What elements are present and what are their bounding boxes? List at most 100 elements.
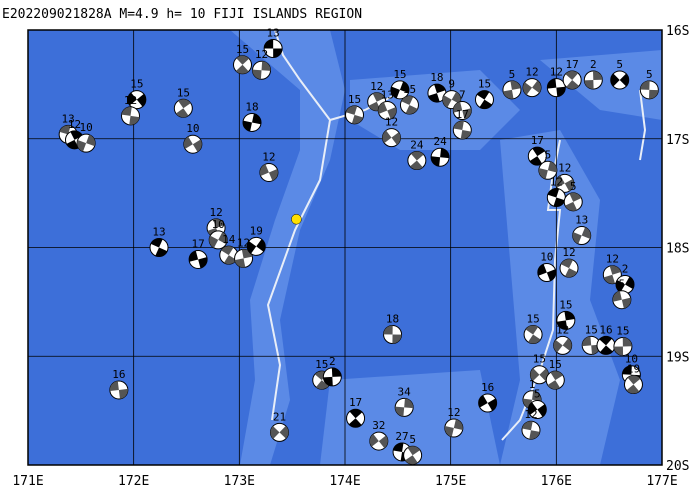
focal-mechanism	[546, 78, 566, 98]
beachball-quadrant	[382, 130, 392, 144]
focal-mechanism	[562, 70, 582, 90]
beachball-quadrant	[183, 136, 193, 149]
beachball-quadrant	[649, 89, 659, 99]
beachball-quadrant	[372, 92, 385, 102]
depth-label: 2	[622, 262, 629, 275]
focal-mechanism	[502, 80, 522, 100]
beachball-quadrant	[487, 398, 497, 411]
beachball-quadrant	[405, 455, 418, 465]
depth-label: 10	[625, 353, 638, 366]
beachball-quadrant	[528, 402, 538, 415]
beachball-quadrant	[270, 426, 280, 439]
beachball-quadrant	[391, 132, 401, 145]
beachball-quadrant	[530, 368, 540, 381]
depth-label: 15	[315, 358, 328, 371]
beachball-quadrant	[550, 371, 563, 381]
depth-label: 19	[627, 363, 640, 376]
depth-label: 19	[250, 224, 263, 237]
depth-label: 15	[616, 324, 629, 337]
focal-mechanism	[572, 226, 592, 246]
focal-mechanism	[538, 160, 558, 180]
beachball-quadrant	[261, 61, 271, 71]
beachball-quadrant	[121, 106, 132, 116]
beachball-quadrant	[569, 192, 582, 202]
beachball-quadrant	[553, 339, 563, 353]
focal-mechanism	[407, 151, 427, 170]
depth-label: 32	[372, 419, 385, 432]
beachball-quadrant	[532, 390, 542, 401]
beachball-quadrant	[547, 380, 561, 390]
depth-label: 21	[273, 410, 286, 423]
beachball-quadrant	[243, 120, 253, 132]
beachball-quadrant	[613, 346, 624, 356]
depth-label: 15	[236, 43, 249, 56]
beachball-quadrant	[566, 80, 579, 90]
beachball-quadrant	[564, 178, 574, 192]
beachball-quadrant	[378, 102, 388, 114]
lon-label: 171E	[12, 474, 43, 489]
beachball-quadrant	[405, 105, 418, 115]
focal-mechanism	[583, 70, 603, 90]
depth-label: 12	[562, 246, 575, 259]
beachball-quadrant	[136, 93, 146, 107]
beachball-quadrant	[547, 78, 557, 89]
beachball-quadrant	[236, 55, 250, 65]
beachball-quadrant	[410, 160, 423, 170]
lat-label: 17S	[666, 133, 689, 148]
beachball-quadrant	[546, 269, 556, 281]
beachball-quadrant	[369, 433, 379, 447]
beachball-quadrant	[478, 395, 488, 408]
depth-label: 12	[525, 66, 538, 79]
beachball-quadrant	[407, 446, 421, 456]
depth-label: 12	[556, 323, 569, 336]
beachball-quadrant	[626, 384, 640, 394]
focal-mechanism	[444, 418, 464, 438]
beachball-quadrant	[129, 115, 140, 125]
beachball-quadrant	[609, 265, 621, 275]
focal-mechanism	[555, 173, 575, 193]
lon-label: 176E	[541, 474, 572, 489]
beachball-quadrant	[393, 442, 404, 452]
depth-label: 13	[381, 88, 394, 101]
beachball-quadrant	[395, 406, 405, 417]
depth-label: 18	[430, 71, 443, 84]
focal-mechanism	[188, 249, 208, 269]
focal-mechanism	[399, 95, 419, 115]
beachball-quadrant	[252, 69, 262, 80]
beachball-quadrant	[532, 147, 545, 157]
depth-label: 17	[566, 58, 579, 71]
depth-label: 15	[526, 313, 539, 326]
beachball-quadrant	[235, 64, 249, 74]
beachball-quadrant	[127, 92, 137, 106]
focal-mechanism	[474, 90, 494, 110]
lon-label: 177E	[646, 474, 677, 489]
beachball-quadrant	[625, 276, 635, 289]
depth-label: 15	[403, 83, 416, 96]
beachball-quadrant	[383, 325, 393, 335]
beachball-quadrant	[387, 107, 397, 119]
focal-mechanism	[553, 335, 573, 355]
depth-label: 12	[550, 175, 563, 188]
depth-label: 15	[130, 78, 143, 91]
beachball-quadrant	[234, 258, 246, 268]
focal-mechanism	[242, 112, 262, 132]
focal-mechanism	[383, 325, 403, 344]
depth-label: 10	[540, 251, 553, 264]
depth-label: 17	[456, 108, 469, 121]
depth-label: 13	[62, 112, 75, 125]
depth-label: 5	[619, 278, 626, 291]
beachball-quadrant	[401, 96, 414, 106]
focal-mechanism	[545, 370, 565, 390]
focal-mechanism	[527, 400, 547, 420]
beachball-quadrant	[529, 430, 540, 440]
lon-label: 174E	[329, 474, 360, 489]
focal-mechanism	[602, 265, 622, 285]
beachball-quadrant	[223, 255, 237, 265]
beachball-quadrant	[565, 201, 578, 211]
beachball-quadrant	[273, 48, 283, 58]
depth-label: 12	[550, 66, 563, 79]
depth-label: 16	[481, 381, 494, 394]
depth-label: 12	[255, 48, 268, 61]
beachball-quadrant	[178, 99, 191, 109]
